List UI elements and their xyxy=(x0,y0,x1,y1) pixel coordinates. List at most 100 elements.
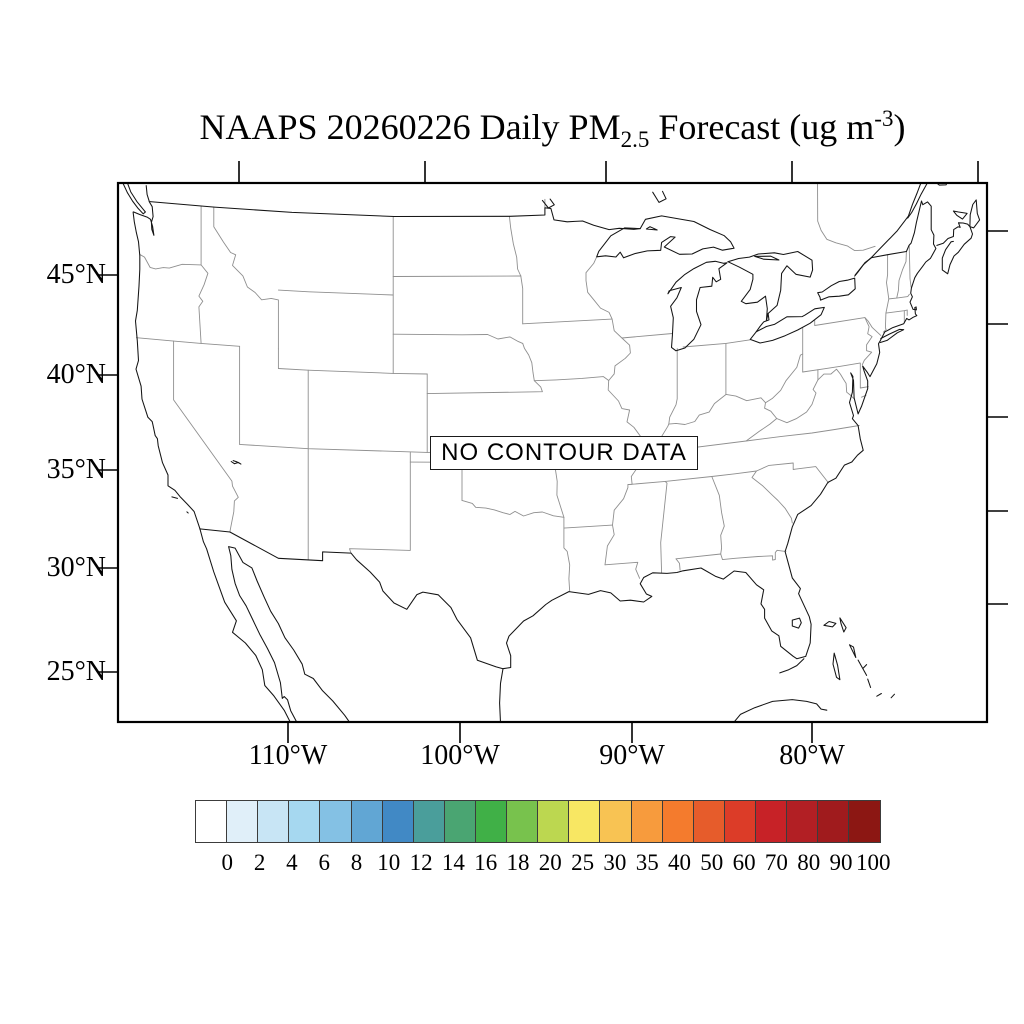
state-border-line xyxy=(861,317,873,366)
state-border-line xyxy=(585,256,649,445)
colorbar-tick-label: 14 xyxy=(441,850,465,875)
colorbar-tick-label: 90 xyxy=(829,850,853,875)
state-border-line xyxy=(349,451,411,554)
coastline xyxy=(541,198,555,209)
coastline xyxy=(848,644,857,659)
state-border-line xyxy=(814,317,882,336)
coastline xyxy=(907,183,948,219)
longitude-label: 110°W xyxy=(248,740,328,771)
colorbar-cell xyxy=(786,800,819,843)
colorbar-cell xyxy=(506,800,539,843)
coastline xyxy=(230,460,242,465)
coastline xyxy=(791,617,802,629)
colorbar-cell xyxy=(537,800,570,843)
colorbar-cell xyxy=(661,800,694,843)
coastline xyxy=(755,312,770,333)
colorbar-cell xyxy=(226,800,259,843)
state-border-line xyxy=(627,462,829,486)
colorbar-tick-label: 70 xyxy=(764,850,788,875)
state-border-line xyxy=(896,251,907,299)
state-border-line xyxy=(660,480,668,574)
colorbar-cell xyxy=(195,800,228,843)
state-border-line xyxy=(522,318,613,325)
state-border-line xyxy=(563,524,613,529)
colorbar-cell xyxy=(754,800,788,843)
colorbar-tick-label: 16 xyxy=(474,850,498,875)
coastline xyxy=(936,222,974,275)
coastline xyxy=(171,496,179,499)
colorbar-cell xyxy=(692,800,726,843)
state-border-line xyxy=(277,368,428,375)
state-border-line xyxy=(533,376,610,382)
colorbar-tick-label: 8 xyxy=(350,850,363,875)
colorbar-cell xyxy=(350,800,383,843)
colorbar-cell xyxy=(723,800,757,843)
coastline xyxy=(854,183,922,276)
colorbar-tick-label: 0 xyxy=(221,850,234,875)
coastline xyxy=(122,183,146,215)
coastline xyxy=(132,201,155,236)
colorbar-cell xyxy=(817,800,850,843)
colorbar-cell xyxy=(630,800,663,843)
coastline xyxy=(823,620,837,628)
state-border-line xyxy=(647,348,678,445)
coastline xyxy=(727,250,814,322)
state-border-line xyxy=(641,425,860,455)
latitude-label: 45°N xyxy=(46,259,106,290)
latitude-label: 25°N xyxy=(46,656,106,687)
colorbar-tick-label: 60 xyxy=(732,850,756,875)
coastline xyxy=(754,255,780,261)
state-border-line xyxy=(675,558,681,571)
state-border-line xyxy=(198,205,209,344)
coastline xyxy=(890,693,896,699)
state-border-line xyxy=(888,293,910,300)
state-border-line xyxy=(426,342,543,395)
coastline xyxy=(879,328,905,344)
state-border-line xyxy=(604,561,641,579)
longitude-label: 80°W xyxy=(779,740,845,771)
state-border-line xyxy=(392,275,522,277)
coastline xyxy=(969,199,981,229)
state-border-line xyxy=(817,183,876,252)
state-border-line xyxy=(135,337,241,347)
title-superscript: -3 xyxy=(874,106,894,131)
state-border-line xyxy=(520,275,524,325)
coastline xyxy=(145,185,150,202)
state-border-line xyxy=(173,340,239,533)
state-border-line xyxy=(461,499,565,518)
colorbar-tick-label: 20 xyxy=(538,850,562,875)
state-border-line xyxy=(621,333,673,339)
coastline xyxy=(499,243,937,722)
page-title: NAAPS 20260226 Daily PM2.5 Forecast (ug … xyxy=(118,106,987,153)
latitude-label: 30°N xyxy=(46,552,106,583)
longitude-label: 90°W xyxy=(599,740,665,771)
coastline xyxy=(186,511,189,514)
coastline xyxy=(817,277,856,301)
state-border-line xyxy=(277,289,394,296)
state-border-line xyxy=(508,215,522,277)
colorbar-tick-label: 6 xyxy=(318,850,330,875)
state-border-line xyxy=(139,254,202,270)
state-border-line xyxy=(668,353,804,425)
map-frame xyxy=(116,181,989,724)
state-border-line xyxy=(817,368,855,400)
state-border-line xyxy=(682,339,751,348)
state-border-line xyxy=(859,362,869,389)
coastline xyxy=(749,306,825,344)
colorbar-cell xyxy=(288,800,321,843)
title-suffix: ) xyxy=(893,107,906,147)
colorbar-cell xyxy=(474,800,508,843)
colorbar-cell xyxy=(443,800,477,843)
latitude-label: 35°N xyxy=(46,454,106,485)
coastline xyxy=(839,617,847,633)
state-border-line xyxy=(802,362,861,373)
coastline xyxy=(645,226,658,231)
state-border-line xyxy=(553,449,571,592)
colorbar-tick-label: 40 xyxy=(668,850,691,875)
coastline xyxy=(132,211,351,722)
no-contour-data-label: NO CONTOUR DATA xyxy=(430,436,698,470)
coastline xyxy=(854,200,935,277)
latitude-label: 40°N xyxy=(46,359,106,390)
colorbar xyxy=(195,800,881,843)
